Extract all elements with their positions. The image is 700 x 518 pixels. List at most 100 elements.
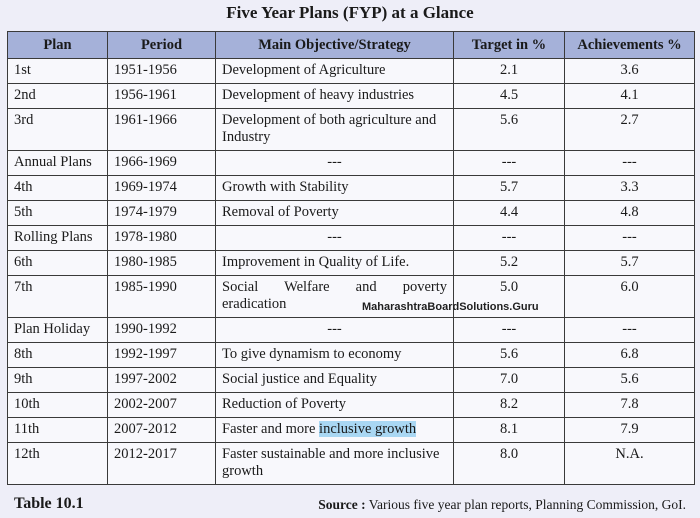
plan-cell: 5th [7, 200, 108, 226]
objective-cell: --- [215, 150, 454, 176]
objective-cell: Growth with Stability [215, 175, 454, 201]
target-cell: 8.1 [453, 417, 565, 443]
plan-cell: 6th [7, 250, 108, 276]
plan-cell: Plan Holiday [7, 317, 108, 343]
period-cell: 1992-1997 [107, 342, 216, 368]
achievement-cell: 5.6 [564, 367, 695, 393]
table-row: 6th 1980-1985 Improvement in Quality of … [7, 250, 695, 276]
target-cell: --- [453, 317, 565, 343]
table-title: Five Year Plans (FYP) at a Glance [226, 3, 474, 22]
objective-cell: Improvement in Quality of Life. [215, 250, 454, 276]
achievement-cell: 7.9 [564, 417, 695, 443]
plan-cell: 10th [7, 392, 108, 418]
table-row: 2nd 1956-1961 Development of heavy indus… [7, 83, 695, 109]
objective-cell: Faster sustainable and more inclusive gr… [215, 442, 454, 485]
plan-cell: 2nd [7, 83, 108, 109]
table-row: 4th 1969-1974 Growth with Stability 5.7 … [7, 175, 695, 201]
achievement-cell: 6.0 [564, 275, 695, 318]
target-cell: 5.6 [453, 108, 565, 151]
header-plan: Plan [7, 31, 108, 59]
objective-cell: Social justice and Equality [215, 367, 454, 393]
table-row: Rolling Plans 1978-1980 --- --- --- [7, 225, 695, 251]
period-cell: 1978-1980 [107, 225, 216, 251]
plan-cell: 9th [7, 367, 108, 393]
achievement-cell: 3.6 [564, 58, 695, 84]
period-cell: 1956-1961 [107, 83, 216, 109]
plan-cell: 8th [7, 342, 108, 368]
objective-cell: Faster and more inclusive growth [215, 417, 454, 443]
table-row: 12th 2012-2017 Faster sustainable and mo… [7, 442, 695, 485]
target-cell: 4.4 [453, 200, 565, 226]
objective-cell: --- [215, 317, 454, 343]
plan-cell: 7th [7, 275, 108, 318]
achievement-cell: --- [564, 225, 695, 251]
target-cell: 5.6 [453, 342, 565, 368]
target-cell: --- [453, 225, 565, 251]
period-cell: 1997-2002 [107, 367, 216, 393]
source-label: Source : [318, 497, 366, 512]
table-row: Annual Plans 1966-1969 --- --- --- [7, 150, 695, 176]
objective-cell: Development of Agriculture [215, 58, 454, 84]
objective-text: Faster and more [222, 421, 320, 437]
target-cell: 8.0 [453, 442, 565, 485]
five-year-plans-table: Plan Period Main Objective/Strategy Targ… [7, 31, 695, 485]
table-row: Plan Holiday 1990-1992 --- --- --- [7, 317, 695, 343]
table-row: 3rd 1961-1966 Development of both agricu… [7, 108, 695, 151]
plan-cell: 3rd [7, 108, 108, 151]
achievement-cell: 7.8 [564, 392, 695, 418]
header-row: Plan Period Main Objective/Strategy Targ… [7, 31, 695, 59]
table-row: 8th 1992-1997 To give dynamism to econom… [7, 342, 695, 368]
achievement-cell: 5.7 [564, 250, 695, 276]
objective-cell: --- [215, 225, 454, 251]
header-target: Target in % [453, 31, 565, 59]
period-cell: 2002-2007 [107, 392, 216, 418]
table-row: 9th 1997-2002 Social justice and Equalit… [7, 367, 695, 393]
header-achievements: Achievements % [564, 31, 695, 59]
plan-cell: 1st [7, 58, 108, 84]
target-cell: 2.1 [453, 58, 565, 84]
table-row: 5th 1974-1979 Removal of Poverty 4.4 4.8 [7, 200, 695, 226]
plan-cell: 11th [7, 417, 108, 443]
objective-cell: Social Welfare and poverty eradication [215, 275, 454, 318]
objective-cell: Development of heavy industries [215, 83, 454, 109]
target-cell: 5.0 [453, 275, 565, 318]
achievement-cell: N.A. [564, 442, 695, 485]
plan-cell: Annual Plans [7, 150, 108, 176]
objective-cell: Reduction of Poverty [215, 392, 454, 418]
period-cell: 1980-1985 [107, 250, 216, 276]
period-cell: 1969-1974 [107, 175, 216, 201]
objective-cell: Removal of Poverty [215, 200, 454, 226]
source-text: Various five year plan reports, Planning… [365, 497, 686, 512]
target-cell: 4.5 [453, 83, 565, 109]
header-period: Period [107, 31, 216, 59]
achievement-cell: --- [564, 317, 695, 343]
table-row: 11th 2007-2012 Faster and more inclusive… [7, 417, 695, 443]
achievement-cell: 6.8 [564, 342, 695, 368]
plan-cell: Rolling Plans [7, 225, 108, 251]
period-cell: 1966-1969 [107, 150, 216, 176]
header-objective: Main Objective/Strategy [215, 31, 454, 59]
achievement-cell: 2.7 [564, 108, 695, 151]
achievement-cell: 3.3 [564, 175, 695, 201]
table-row: 10th 2002-2007 Reduction of Poverty 8.2 … [7, 392, 695, 418]
table-row: 1st 1951-1956 Development of Agriculture… [7, 58, 695, 84]
target-cell: 5.7 [453, 175, 565, 201]
period-cell: 1961-1966 [107, 108, 216, 151]
source-note: Source : Various five year plan reports,… [318, 497, 686, 513]
text-selection-highlight[interactable]: inclusive growth [319, 421, 417, 437]
watermark: MaharashtraBoardSolutions.Guru [362, 301, 539, 313]
target-cell: 7.0 [453, 367, 565, 393]
period-cell: 1951-1956 [107, 58, 216, 84]
period-cell: 2007-2012 [107, 417, 216, 443]
period-cell: 1974-1979 [107, 200, 216, 226]
achievement-cell: 4.8 [564, 200, 695, 226]
target-cell: 8.2 [453, 392, 565, 418]
table-row: 7th 1985-1990 Social Welfare and poverty… [7, 275, 695, 318]
plan-cell: 4th [7, 175, 108, 201]
period-cell: 1990-1992 [107, 317, 216, 343]
achievement-cell: 4.1 [564, 83, 695, 109]
target-cell: 5.2 [453, 250, 565, 276]
objective-cell: To give dynamism to economy [215, 342, 454, 368]
table-label: Table 10.1 [14, 495, 84, 512]
objective-cell: Development of both agriculture and Indu… [215, 108, 454, 151]
